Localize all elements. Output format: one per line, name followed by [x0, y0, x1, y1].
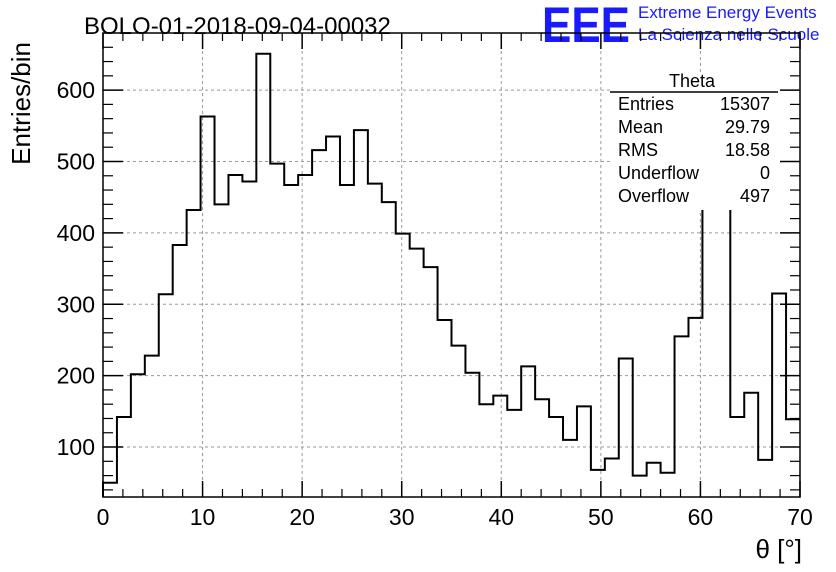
histogram-bin: [688, 318, 702, 497]
stat-label: Entries: [618, 94, 674, 114]
axis-ticks: [102, 32, 801, 497]
histogram-bin: [410, 249, 424, 497]
histogram-bin: [716, 161, 730, 497]
histogram-bin: [786, 419, 800, 497]
histogram-bin: [326, 137, 340, 497]
stat-label: Mean: [618, 117, 663, 137]
histogram-bin: [647, 463, 661, 497]
y-tick-labels: 100 200 300 400 500 600: [57, 77, 95, 460]
eee-logo: EEE: [542, 0, 630, 53]
y-axis-label: Entries/bin: [6, 42, 36, 165]
x-axis-label: θ [°]: [755, 534, 802, 564]
x-tick-label: 40: [488, 504, 514, 530]
histogram-bin: [591, 470, 605, 497]
logo-line-2: La Scienza nelle Scuole: [638, 25, 819, 44]
histogram-bin: [228, 175, 242, 497]
histogram-bin: [256, 54, 270, 497]
histogram-bin: [438, 320, 452, 497]
histogram-bin: [270, 164, 284, 497]
y-tick-label: 500: [57, 148, 95, 174]
stat-label: Overflow: [618, 186, 690, 206]
histogram-bin: [215, 204, 229, 497]
histogram-bin: [131, 374, 145, 497]
x-tick-label: 20: [289, 504, 315, 530]
stats-box: Theta Entries 15307 Mean 29.79 RMS 18.58 Under…: [610, 71, 778, 210]
histogram-bin: [298, 175, 312, 497]
histogram-bin: [605, 458, 619, 497]
logo-line-1: Extreme Energy Events: [638, 3, 817, 22]
stats-title: Theta: [669, 71, 716, 91]
histogram-bin: [145, 356, 159, 497]
y-tick-label: 200: [57, 363, 95, 389]
histogram-bin: [284, 185, 298, 497]
histogram-bin: [521, 366, 535, 497]
x-tick-label: 30: [389, 504, 415, 530]
histogram-bin: [479, 404, 493, 497]
stat-value: 0: [760, 163, 770, 183]
x-tick-label: 10: [190, 504, 216, 530]
stat-value: 15307: [720, 94, 770, 114]
stat-value: 18.58: [725, 140, 770, 160]
histogram-outline: [102, 52, 800, 497]
x-tick-labels: 0 10 20 30 40 50 60 70: [97, 504, 813, 530]
y-tick-label: 400: [57, 220, 95, 246]
stat-value: 29.79: [725, 117, 770, 137]
x-tick-label: 60: [688, 504, 714, 530]
histogram-bin: [549, 417, 563, 497]
grid-lines: [103, 33, 800, 497]
x-tick-label: 0: [97, 504, 110, 530]
histogram-bin: [563, 440, 577, 497]
histogram-bin: [424, 267, 438, 497]
histogram-bin: [577, 406, 591, 497]
y-tick-label: 100: [57, 434, 95, 460]
histogram-bin: [159, 294, 173, 497]
histogram-bin: [173, 245, 187, 497]
histogram-bin: [103, 483, 117, 497]
histogram-bin: [633, 476, 647, 497]
histogram-bin: [382, 202, 396, 497]
y-tick-label: 300: [57, 291, 95, 317]
run-title: BOLO-01-2018-09-04-00032: [84, 13, 391, 40]
histogram-bin: [312, 150, 326, 497]
histogram-bin: [535, 399, 549, 497]
x-tick-label: 70: [787, 504, 813, 530]
histogram-bin: [661, 473, 675, 497]
stat-value: 497: [740, 186, 770, 206]
plot-frame: [102, 32, 801, 498]
stat-label: Underflow: [618, 163, 700, 183]
histogram-bin: [354, 130, 368, 497]
histogram-bin: [675, 336, 689, 497]
histogram-bin: [465, 373, 479, 497]
histogram-bin: [396, 234, 410, 497]
histogram-bin: [619, 359, 633, 497]
histogram-bin: [242, 181, 256, 497]
histogram-bin: [772, 294, 786, 497]
histogram-bin: [702, 208, 716, 497]
histogram-bin: [368, 184, 382, 497]
histogram-bin: [201, 117, 215, 497]
histogram-bin: [758, 460, 772, 497]
histogram-bin: [117, 417, 131, 497]
histogram-bin: [507, 410, 521, 497]
y-tick-label: 600: [57, 77, 95, 103]
histogram-bin: [730, 417, 744, 497]
stat-label: RMS: [618, 140, 658, 160]
histogram-bin: [744, 393, 758, 497]
histogram-bin: [452, 346, 466, 497]
x-tick-label: 50: [588, 504, 614, 530]
histogram-bin: [340, 185, 354, 497]
histogram-bin: [187, 210, 201, 497]
histogram-bin: [493, 396, 507, 497]
